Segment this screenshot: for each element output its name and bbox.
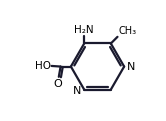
Text: HO: HO [35, 61, 51, 71]
Text: CH₃: CH₃ [118, 26, 136, 36]
Text: N: N [127, 62, 135, 72]
Text: N: N [73, 86, 82, 96]
Text: O: O [53, 79, 62, 89]
Text: H₂N: H₂N [74, 25, 94, 35]
